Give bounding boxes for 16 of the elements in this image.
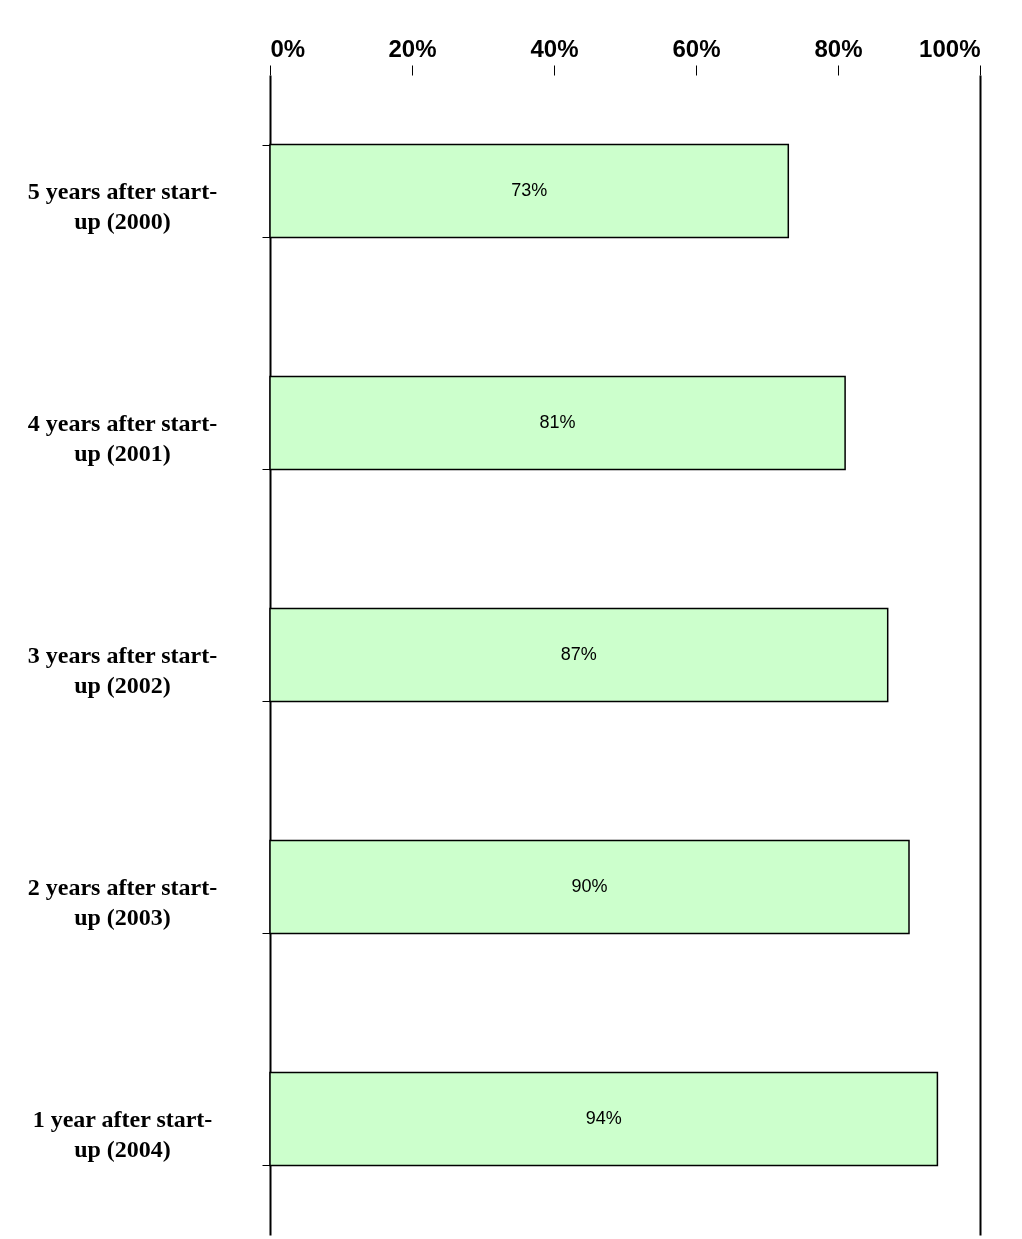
y-tick-label: 1 year after start-up (2004) xyxy=(32,1105,213,1162)
x-tick-label: 100% xyxy=(919,34,981,62)
x-tick-label: 40% xyxy=(530,34,579,62)
y-tick-label: 5 years after start-up (2000) xyxy=(27,177,218,234)
x-tick-label: 20% xyxy=(388,34,437,62)
y-tick-label: 3 years after start-up (2002) xyxy=(27,641,218,698)
data-label: 94% xyxy=(585,1108,622,1128)
data-label: 73% xyxy=(511,180,548,200)
x-tick-label: 0% xyxy=(270,34,306,62)
y-tick-label: 2 years after start-up (2003) xyxy=(27,873,218,930)
data-label: 81% xyxy=(539,412,576,432)
x-tick-label: 80% xyxy=(814,34,863,62)
data-label: 87% xyxy=(560,644,597,664)
data-label: 90% xyxy=(571,876,608,896)
x-tick-label: 60% xyxy=(672,34,721,62)
y-tick-label: 4 years after start-up (2001) xyxy=(27,409,218,466)
